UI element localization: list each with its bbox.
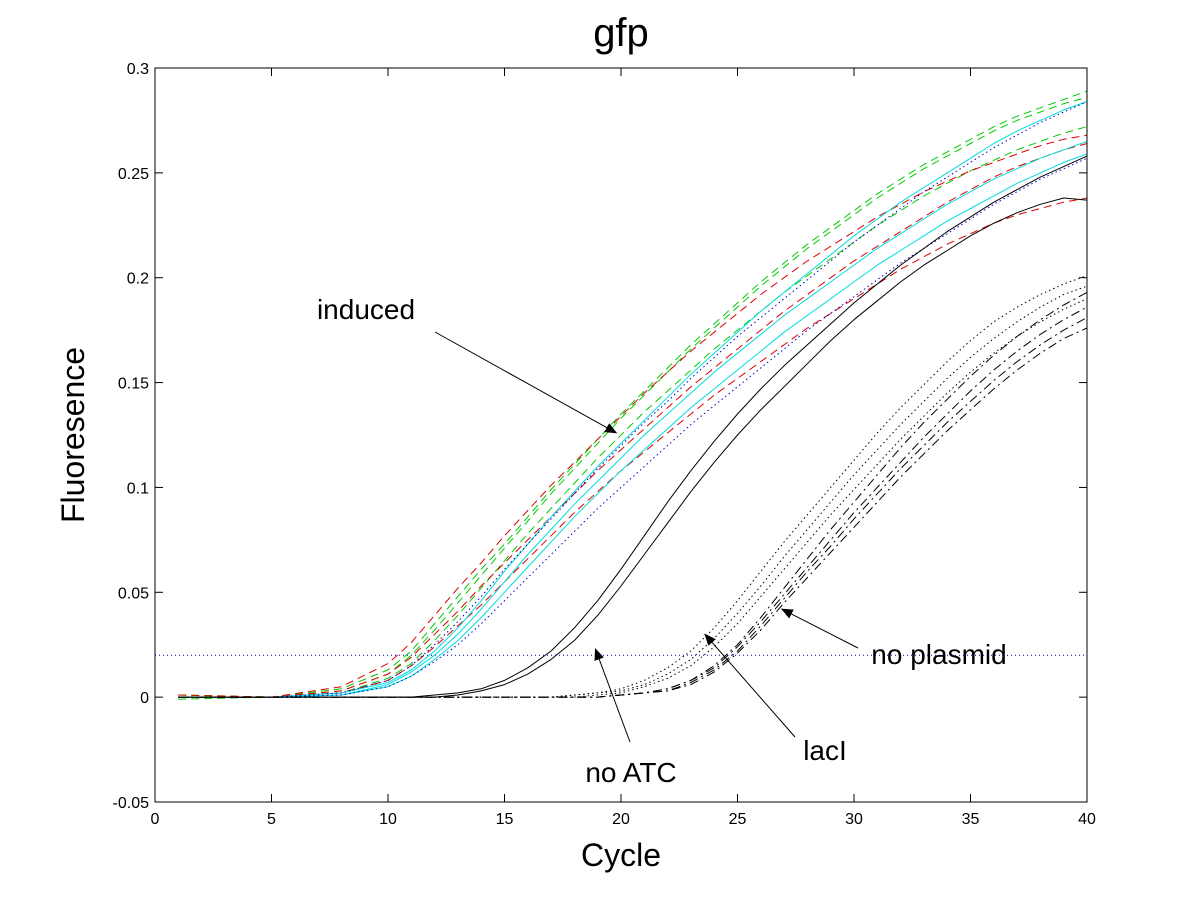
x-tick-label: 40 — [1078, 811, 1096, 828]
series-line-no-atc — [178, 155, 1088, 698]
annotation-laci: lacI — [803, 735, 847, 766]
annotation-induced: induced — [317, 294, 415, 325]
annotation-no-atc: no ATC — [585, 757, 676, 788]
y-tick-label: 0.15 — [118, 376, 149, 393]
series-lines — [178, 90, 1088, 700]
series-line-induced — [178, 143, 1088, 698]
plot-frame — [154, 67, 1088, 803]
x-tick-label: 0 — [151, 811, 160, 828]
series-line-induced — [178, 140, 1088, 698]
y-tick-label: 0.3 — [127, 61, 149, 78]
series-line-laci — [178, 285, 1088, 698]
x-tick-label: 15 — [496, 811, 514, 828]
annotation-arrow-no-atc — [594, 647, 631, 743]
y-axis-title: Fluoresence — [55, 347, 91, 523]
series-line-induced — [178, 90, 1088, 698]
y-tick-label: 0.1 — [127, 480, 149, 497]
x-tick-label: 10 — [379, 811, 397, 828]
series-line-induced — [178, 96, 1088, 698]
annotation-arrow-no-plasmid — [780, 608, 859, 649]
annotation-arrow-laci — [704, 633, 796, 738]
y-tick-label: 0.25 — [118, 166, 149, 183]
series-line-no-plasmid — [178, 327, 1088, 698]
x-tick-label: 30 — [845, 811, 863, 828]
axis-ticks: 0 5 10 15 20 25 30 35 40-0.0500.050.10.150.20.25… — [113, 61, 1096, 828]
x-tick-label: 5 — [267, 811, 276, 828]
annotation-arrow-induced — [434, 331, 618, 434]
x-tick-label: 25 — [729, 811, 747, 828]
series-line-induced — [178, 153, 1088, 698]
series-line-induced — [178, 101, 1088, 698]
chart-title: gfp — [593, 11, 649, 55]
annotation-no-plasmid: no plasmid — [871, 639, 1006, 670]
series-line-induced — [178, 134, 1088, 698]
y-tick-label: 0.2 — [127, 271, 149, 288]
y-tick-label: 0.05 — [118, 585, 149, 602]
series-line-no-atc — [178, 197, 1088, 698]
x-tick-label: 35 — [962, 811, 980, 828]
x-axis-title: Cycle — [581, 837, 661, 873]
series-line-induced — [178, 126, 1088, 700]
y-tick-label: -0.05 — [113, 795, 150, 812]
x-tick-label: 20 — [612, 811, 630, 828]
y-tick-label: 0 — [140, 690, 149, 707]
series-line-induced — [178, 197, 1088, 698]
annotations: induced no ATC lacI no plasmid — [317, 294, 1007, 788]
